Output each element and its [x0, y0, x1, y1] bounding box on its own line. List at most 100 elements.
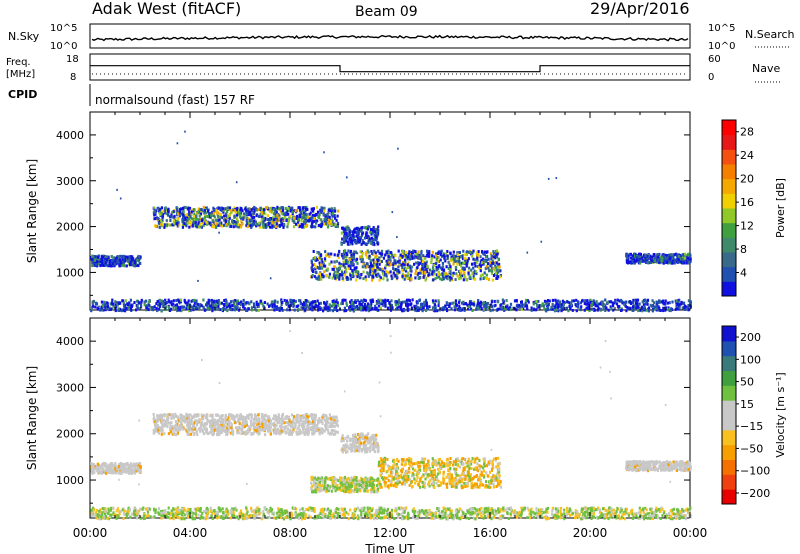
data-cell — [195, 223, 198, 227]
data-cell — [280, 307, 283, 310]
data-cell — [212, 219, 215, 223]
data-cell — [237, 223, 240, 227]
data-cell — [262, 223, 265, 227]
data-cell — [355, 257, 359, 261]
data-cell — [120, 255, 124, 258]
data-cell — [139, 470, 142, 473]
data-cell — [361, 239, 364, 242]
data-cell — [295, 418, 298, 421]
data-cell — [433, 303, 436, 307]
data-cell — [224, 418, 227, 422]
data-cell — [678, 303, 681, 307]
data-cell — [375, 254, 378, 258]
data-cell — [469, 276, 472, 279]
data-cell — [574, 303, 577, 307]
data-cell — [373, 263, 376, 267]
data-cell — [309, 211, 313, 215]
data-cell — [351, 269, 354, 273]
data-cell — [449, 272, 452, 276]
data-cell — [589, 298, 592, 302]
data-cell — [417, 308, 420, 312]
data-cell — [137, 464, 140, 467]
data-cell — [160, 309, 163, 313]
data-cell — [316, 210, 320, 214]
data-cell — [433, 255, 436, 259]
data-cell — [291, 425, 294, 429]
data-cell — [371, 267, 374, 271]
data-cell — [262, 216, 265, 220]
data-cell — [161, 216, 164, 220]
data-cell — [363, 226, 366, 230]
data-cell — [206, 304, 209, 308]
data-cell — [411, 256, 414, 260]
stray-point — [356, 252, 359, 255]
data-cell — [648, 256, 651, 260]
data-cell — [263, 424, 266, 428]
data-cell — [612, 304, 615, 308]
data-cell — [93, 258, 97, 262]
data-cell — [295, 304, 298, 308]
data-cell — [624, 300, 627, 304]
data-cell — [481, 262, 484, 266]
data-cell — [632, 308, 635, 312]
data-cell — [403, 268, 406, 272]
data-cell — [97, 255, 100, 259]
data-cell — [333, 419, 336, 423]
data-cell — [174, 306, 178, 310]
data-cell — [372, 275, 375, 279]
data-cell — [144, 308, 148, 312]
data-cell — [352, 232, 355, 236]
data-cell — [326, 214, 330, 218]
data-cell — [401, 262, 404, 266]
data-cell — [190, 220, 193, 224]
data-cell — [586, 299, 589, 303]
data-cell — [392, 267, 395, 270]
data-cell — [462, 278, 465, 282]
data-cell — [422, 275, 425, 279]
data-cell — [686, 256, 689, 260]
data-cell — [415, 255, 418, 259]
data-cell — [299, 302, 302, 306]
data-cell — [314, 213, 317, 217]
data-cell — [368, 254, 371, 258]
data-cell — [172, 299, 175, 303]
data-cell — [161, 428, 164, 432]
data-cell — [132, 470, 135, 474]
data-cell — [281, 206, 284, 210]
data-cell — [129, 470, 132, 474]
data-cell — [434, 254, 438, 258]
data-cell — [162, 305, 165, 309]
data-cell — [547, 304, 550, 308]
data-cell — [103, 305, 106, 308]
data-cell — [351, 236, 354, 240]
data-cell — [443, 271, 446, 275]
data-cell — [360, 260, 363, 264]
data-cell — [330, 223, 333, 227]
data-cell — [683, 306, 686, 310]
data-cell — [477, 299, 480, 302]
data-cell — [477, 301, 480, 305]
data-cell — [248, 207, 251, 211]
data-cell — [302, 306, 305, 310]
data-cell — [298, 206, 301, 209]
data-cell — [342, 263, 345, 267]
data-cell — [252, 302, 256, 306]
data-cell — [431, 272, 434, 276]
data-cell — [472, 249, 475, 253]
data-cell — [419, 268, 422, 272]
data-cell — [158, 307, 161, 311]
data-cell — [249, 213, 253, 217]
data-cell — [438, 264, 441, 268]
data-cell — [188, 210, 191, 214]
data-cell — [368, 272, 372, 276]
data-cell — [467, 307, 470, 311]
data-cell — [173, 214, 176, 218]
data-cell — [484, 255, 488, 259]
data-cell — [96, 462, 100, 466]
data-cell — [221, 224, 224, 228]
data-cell — [164, 307, 167, 311]
data-cell — [384, 303, 387, 307]
data-cell — [377, 298, 380, 302]
data-cell — [689, 300, 692, 304]
data-cell — [354, 227, 357, 231]
